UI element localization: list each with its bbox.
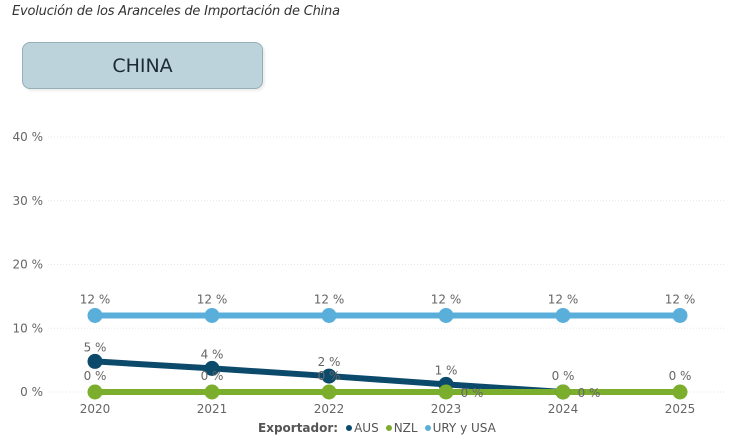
data-point[interactable]: [672, 308, 688, 323]
y-tick-label: 30 %: [13, 194, 44, 208]
legend-item-nzl[interactable]: NZL: [385, 421, 418, 435]
data-label: 12 %: [665, 293, 696, 307]
data-point[interactable]: [321, 384, 337, 400]
x-tick-label: 2025: [665, 402, 696, 416]
data-point[interactable]: [555, 384, 571, 400]
legend-label: NZL: [393, 421, 418, 435]
data-point[interactable]: [555, 308, 571, 323]
legend-item-ury-usa[interactable]: URY y USA: [424, 421, 496, 435]
data-label: 12 %: [548, 293, 579, 307]
y-tick-label: 20 %: [13, 258, 44, 272]
legend-label: AUS: [354, 421, 379, 435]
data-label: 4 %: [201, 347, 224, 361]
y-tick-label: 40 %: [13, 130, 44, 144]
data-point[interactable]: [204, 360, 220, 376]
country-slicer-button[interactable]: CHINA: [22, 42, 263, 89]
data-label: 0 %: [578, 386, 601, 400]
data-point[interactable]: [87, 353, 103, 369]
data-label: 0 %: [84, 369, 107, 383]
data-point[interactable]: [321, 308, 337, 323]
legend-dot-icon: [424, 425, 431, 431]
data-label: 1 %: [435, 363, 458, 377]
x-tick-label: 2024: [548, 402, 579, 416]
legend-item-aus[interactable]: AUS: [346, 421, 379, 435]
legend: Exportador: AUS NZL URY y USA: [258, 421, 499, 435]
x-tick-label: 2023: [431, 402, 462, 416]
data-point[interactable]: [204, 384, 220, 400]
data-label: 0 %: [552, 369, 575, 383]
data-label: 0 %: [669, 369, 692, 383]
data-label: 12 %: [314, 293, 345, 307]
y-tick-label: 10 %: [13, 321, 44, 335]
data-label: 5 %: [84, 340, 107, 354]
data-label: 12 %: [197, 293, 228, 307]
data-label: 0 %: [201, 369, 224, 383]
data-point[interactable]: [87, 384, 103, 400]
data-label: 2 %: [318, 355, 341, 369]
slicer-label: CHINA: [112, 54, 173, 77]
legend-label: URY y USA: [432, 421, 496, 435]
legend-title: Exportador:: [258, 421, 339, 435]
data-point[interactable]: [321, 368, 337, 384]
data-label: 12 %: [431, 293, 462, 307]
data-point[interactable]: [438, 308, 454, 323]
data-label: 0 %: [461, 386, 484, 400]
x-tick-label: 2020: [80, 402, 111, 416]
x-tick-label: 2021: [197, 402, 228, 416]
data-point[interactable]: [204, 308, 220, 323]
y-tick-label: 0 %: [20, 385, 43, 399]
data-point[interactable]: [87, 308, 103, 323]
data-label: 12 %: [80, 293, 111, 307]
data-point[interactable]: [672, 384, 688, 400]
chart-title: Evolución de los Aranceles de Importació…: [12, 4, 340, 19]
data-label: 0 %: [318, 369, 341, 383]
x-tick-label: 2022: [314, 402, 345, 416]
data-point[interactable]: [438, 384, 454, 400]
legend-dot-icon: [385, 425, 392, 431]
legend-dot-icon: [346, 425, 353, 431]
